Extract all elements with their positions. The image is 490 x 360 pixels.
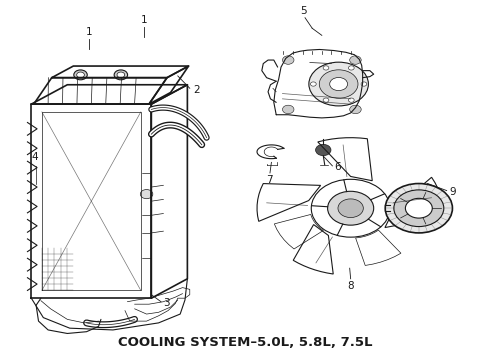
Circle shape xyxy=(338,199,363,217)
Circle shape xyxy=(330,77,347,91)
Text: 6: 6 xyxy=(334,162,341,172)
Circle shape xyxy=(394,190,444,226)
Circle shape xyxy=(282,56,294,64)
Circle shape xyxy=(323,98,329,102)
Text: 4: 4 xyxy=(31,152,38,162)
Circle shape xyxy=(282,105,294,114)
Circle shape xyxy=(385,184,452,233)
Circle shape xyxy=(117,72,125,78)
Circle shape xyxy=(74,70,87,80)
Circle shape xyxy=(350,56,361,64)
Circle shape xyxy=(348,66,354,70)
Text: 8: 8 xyxy=(347,280,354,291)
Text: 7: 7 xyxy=(266,175,272,185)
Circle shape xyxy=(405,198,432,218)
Text: 1: 1 xyxy=(86,27,92,37)
Circle shape xyxy=(316,144,331,156)
Text: 9: 9 xyxy=(449,186,456,197)
Circle shape xyxy=(348,98,354,102)
Circle shape xyxy=(350,105,361,114)
Circle shape xyxy=(328,191,374,225)
Text: 2: 2 xyxy=(193,85,200,95)
Circle shape xyxy=(140,189,153,199)
Circle shape xyxy=(361,82,367,86)
Circle shape xyxy=(323,66,329,70)
Circle shape xyxy=(309,62,368,106)
Text: COOLING SYSTEM–5.0L, 5.8L, 7.5L: COOLING SYSTEM–5.0L, 5.8L, 7.5L xyxy=(118,337,372,350)
Text: 5: 5 xyxy=(300,6,307,16)
Circle shape xyxy=(114,70,127,80)
Text: 3: 3 xyxy=(163,298,170,309)
Circle shape xyxy=(319,70,358,98)
Text: 1: 1 xyxy=(141,15,147,25)
Circle shape xyxy=(311,82,316,86)
Circle shape xyxy=(77,72,84,78)
